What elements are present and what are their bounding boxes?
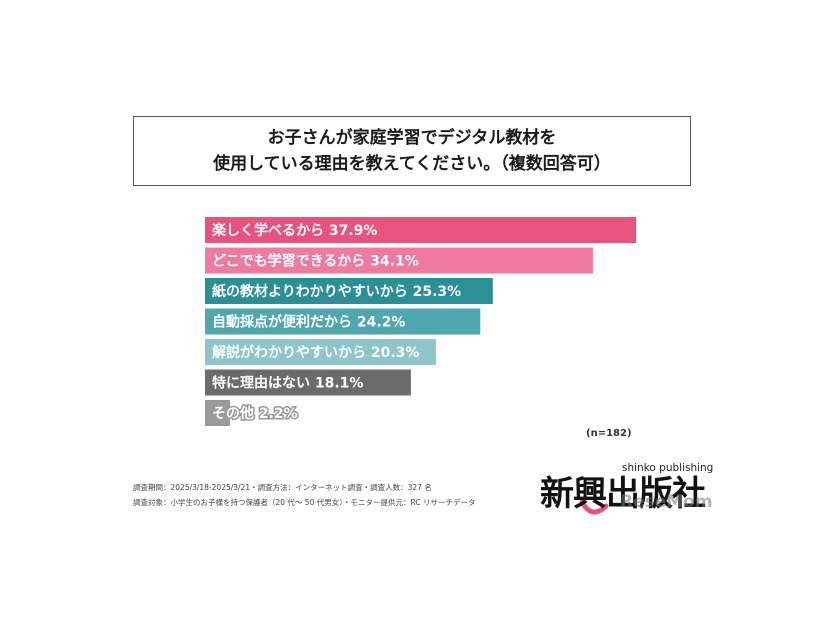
- bar-label-5: 解説がわかりやすいから 20.3%: [212, 344, 419, 361]
- bar-label-7: その他 2.2%: [212, 405, 298, 422]
- bar-4: [205, 308, 481, 335]
- logo-sub-text: shinko publishing: [622, 462, 714, 474]
- bar-label-4: 自動採点が便利だから 24.2%: [212, 314, 405, 331]
- bar-label-2: どこでも学習できるから 34.1%: [212, 253, 419, 270]
- bar-label-3: 紙の教材よりわかりやすいから 25.3%: [212, 283, 461, 300]
- watermark-text: ReseMom: [620, 492, 713, 512]
- bar-7: [205, 400, 231, 426]
- sample-size-label: (n=182): [586, 428, 632, 439]
- bar-6: [205, 369, 411, 396]
- bar-2: [205, 247, 593, 274]
- bar-1: [205, 217, 637, 243]
- bar-label-6: 特に理由はない 18.1%: [212, 375, 363, 392]
- publisher-logo: 新興出版社 shinko publishing ReseMom: [540, 462, 730, 522]
- survey-footnote-target: 調査対象：小学生のお子様を持つ保護者（20 代～ 50 代男女）・モニター提供元…: [133, 498, 476, 507]
- logo-swoosh-icon: [579, 499, 609, 515]
- chart-title-box: お子さんが家庭学習でデジタル教材を 使用している理由を教えてください。（複数回答…: [133, 116, 691, 186]
- chart-title-line-1: お子さんが家庭学習でデジタル教材を: [267, 128, 557, 148]
- survey-footnote-period: 調査期間：2025/3/18-2025/3/21・調査方法：インターネット調査・…: [133, 483, 432, 492]
- chart-title-line-2: 使用している理由を教えてください。（複数回答可）: [213, 154, 611, 174]
- bar-5: [205, 339, 436, 365]
- logo-main-text: 新興出版社: [540, 474, 706, 514]
- bar-label-1: 楽しく学べるから 37.9%: [211, 222, 377, 239]
- bar-3: [205, 278, 493, 304]
